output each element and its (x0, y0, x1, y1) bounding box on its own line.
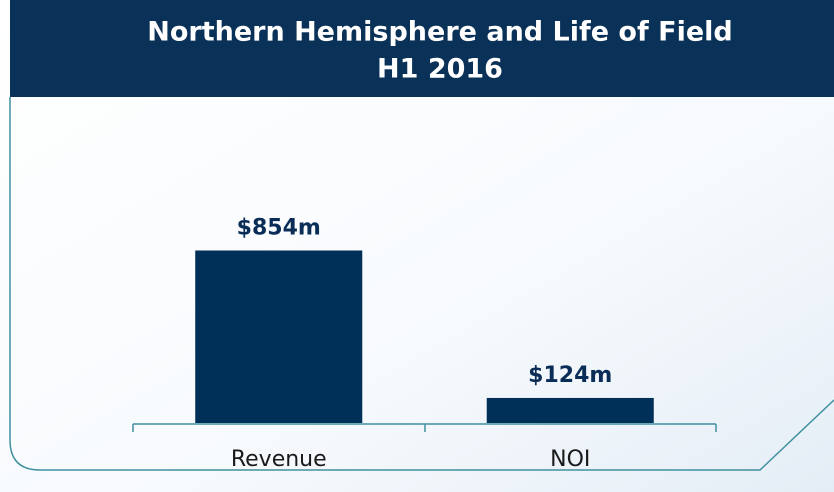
value-label: $854m (237, 215, 321, 240)
bar (195, 250, 363, 423)
x-tick-label: NOI (550, 447, 590, 472)
chart-subtitle: H1 2016 (377, 54, 503, 85)
value-label: $124m (528, 363, 612, 388)
bar (486, 397, 654, 423)
title-box (10, 0, 834, 97)
chart-title: Northern Hemisphere and Life of Field (147, 17, 732, 48)
x-tick-label: Revenue (231, 447, 327, 472)
frame (9, 97, 834, 471)
x-axis (132, 423, 717, 432)
